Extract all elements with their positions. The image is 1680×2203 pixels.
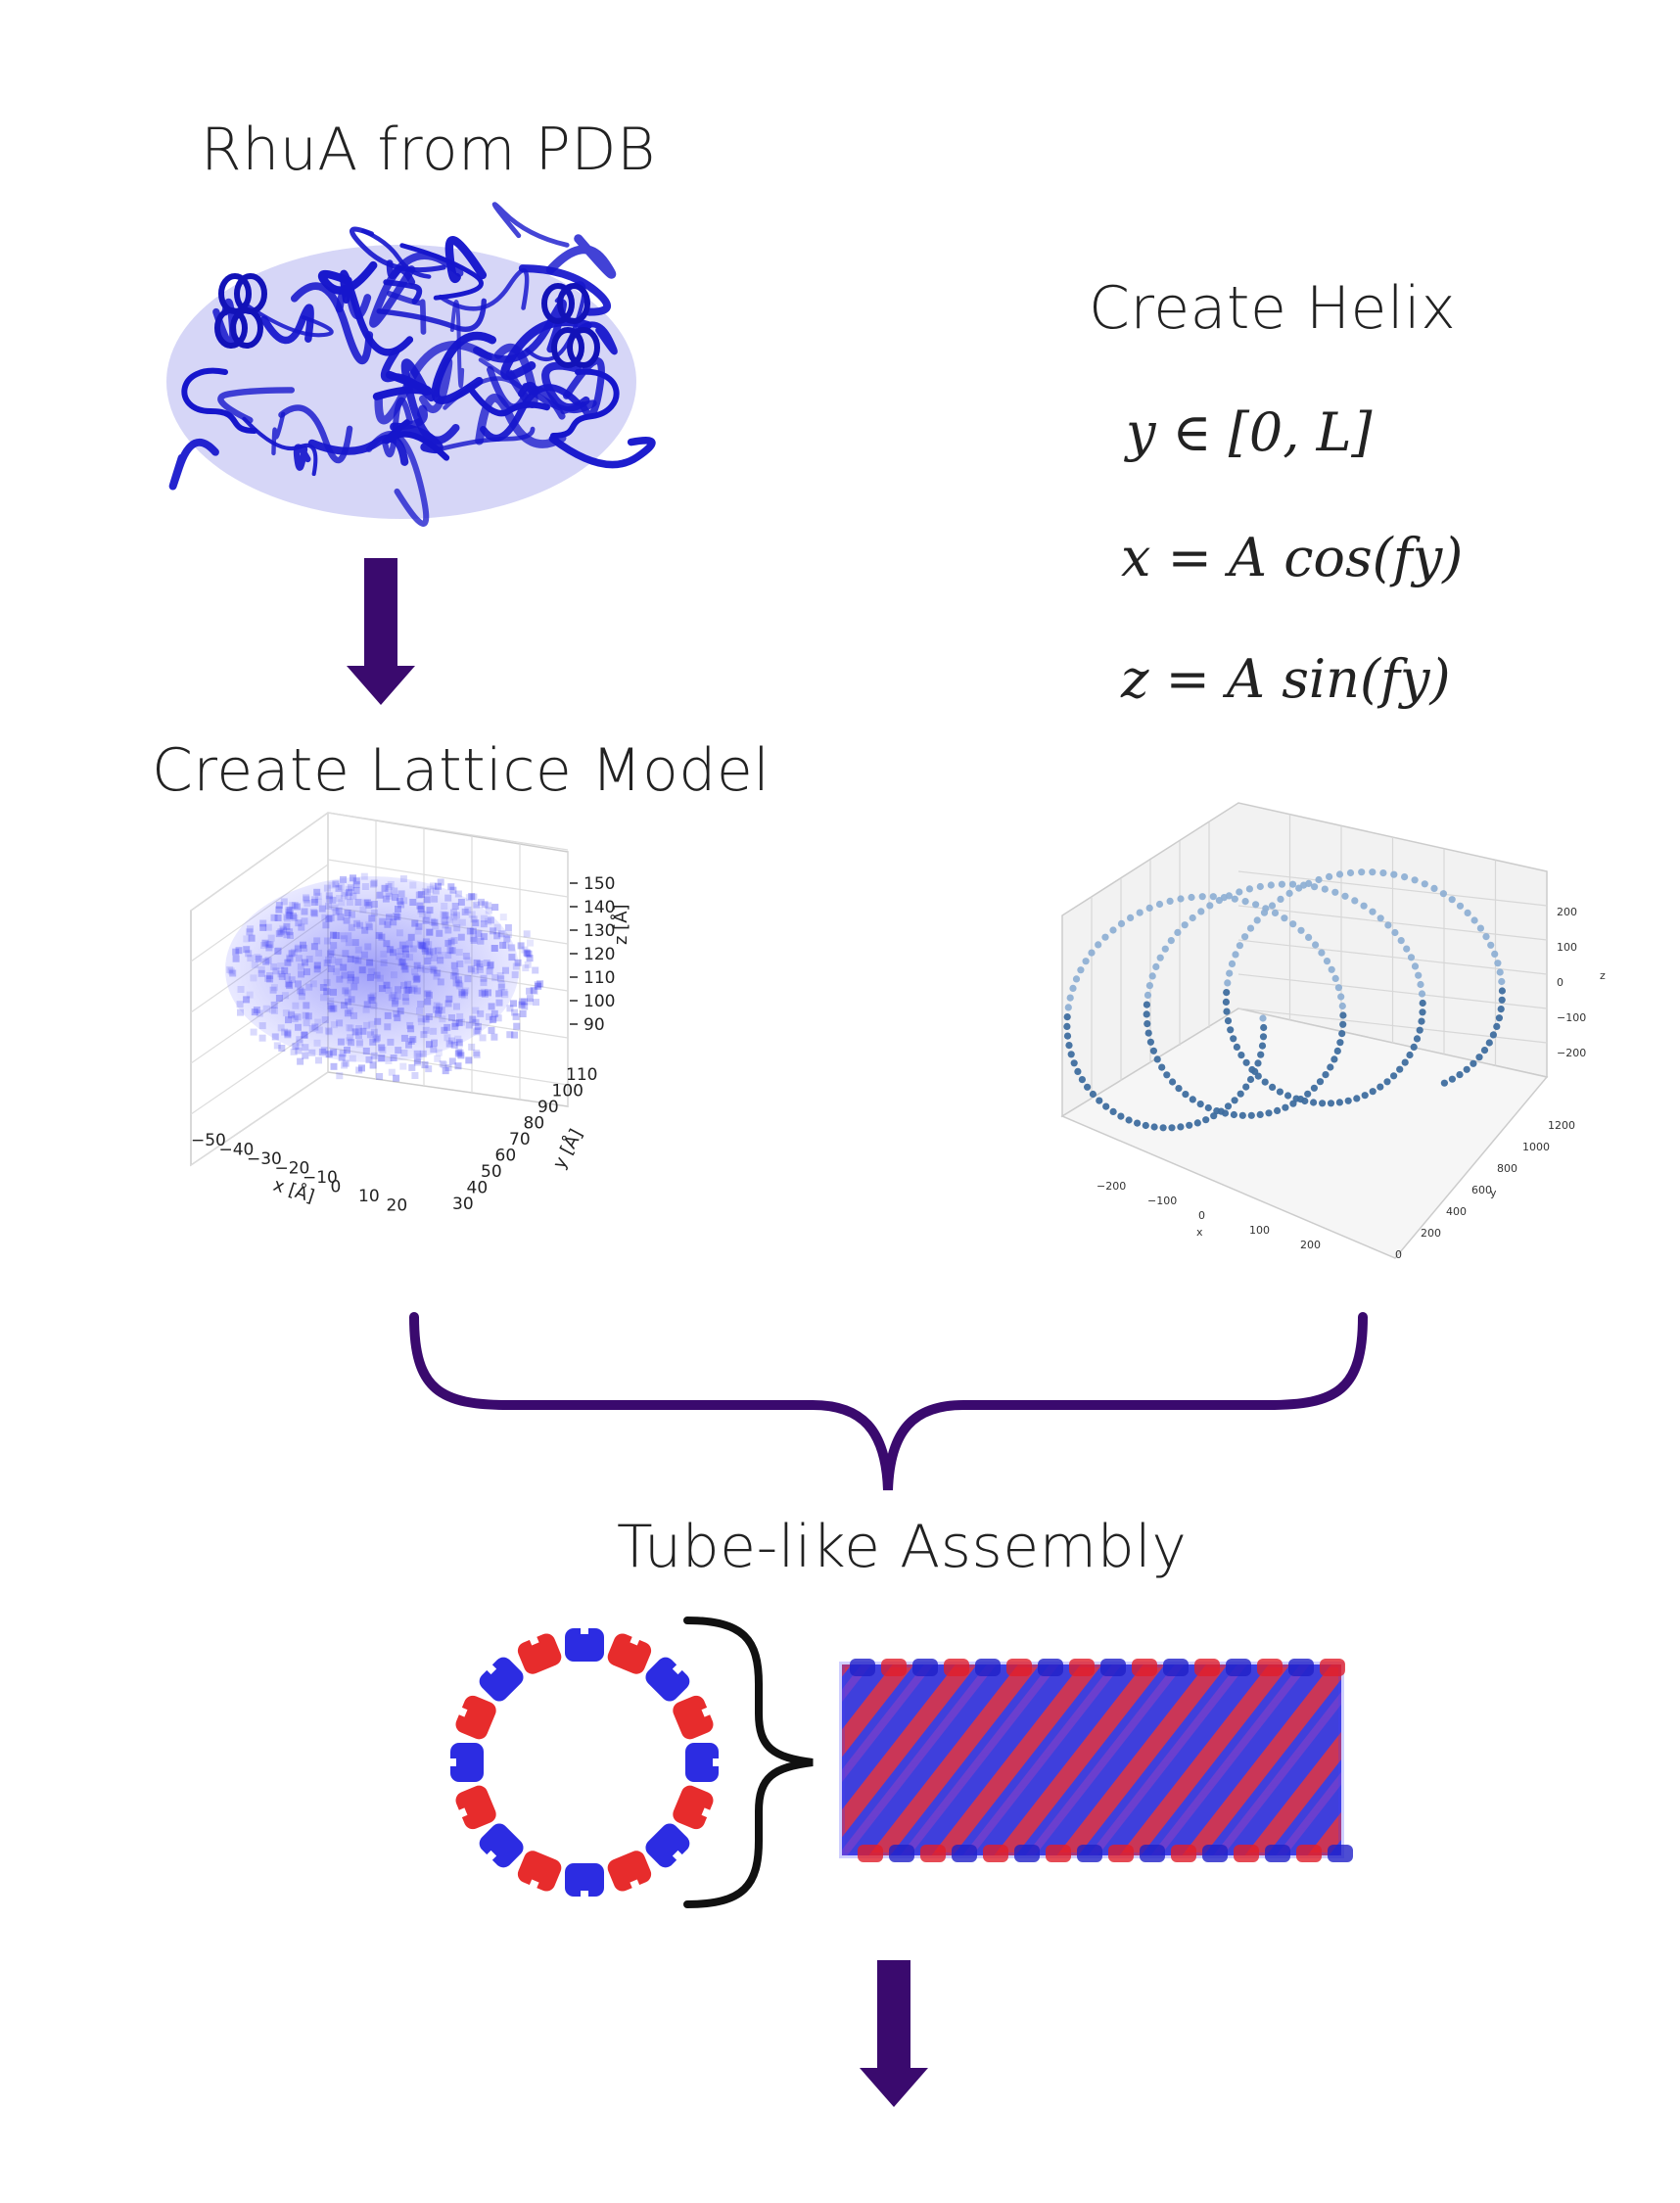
helix-z-tick: 200 bbox=[1557, 906, 1577, 918]
lattice-z-tick: 130 bbox=[583, 921, 615, 941]
lattice-y-tick: 100 bbox=[552, 1082, 583, 1102]
helix-x-tick: 100 bbox=[1249, 1224, 1270, 1237]
helix-x-equation: x = A cos(fy) bbox=[1121, 527, 1464, 588]
lattice-title: Create Lattice Model bbox=[152, 736, 770, 805]
lattice-x-tick: −30 bbox=[247, 1149, 282, 1169]
helix-x-tick: 0 bbox=[1198, 1209, 1205, 1222]
helix-z-tick: −100 bbox=[1557, 1011, 1586, 1024]
lattice-y-tick: 60 bbox=[495, 1147, 517, 1166]
helix-domain-equation: y ∈ [0, L] bbox=[1126, 401, 1373, 463]
helix-x-tick: 200 bbox=[1300, 1239, 1321, 1251]
lattice-x-tick: −10 bbox=[303, 1168, 338, 1188]
tube-title: Tube-like Assembly bbox=[617, 1513, 1188, 1581]
lattice-z-tick: 90 bbox=[583, 1015, 605, 1035]
helix-y-tick: 800 bbox=[1497, 1162, 1517, 1175]
helix-z-equation: z = A sin(fy) bbox=[1121, 648, 1451, 710]
helix-x-axis-label: x bbox=[1196, 1226, 1203, 1239]
tube-side-view bbox=[839, 1659, 1353, 1862]
lattice-y-tick: 80 bbox=[524, 1114, 545, 1134]
lattice-y-tick: 40 bbox=[467, 1179, 489, 1198]
tube-cross-section-ring bbox=[448, 1626, 721, 1898]
lattice-x-tick: −20 bbox=[275, 1159, 310, 1179]
lattice-z-tick: 140 bbox=[583, 898, 615, 917]
lattice-x-tick: 0 bbox=[331, 1178, 342, 1197]
lattice-x-tick: 10 bbox=[358, 1187, 380, 1206]
helix-z-tick: 0 bbox=[1557, 976, 1563, 989]
helix-z-tick: 100 bbox=[1557, 941, 1577, 954]
arrow-down-bottom bbox=[860, 1960, 928, 2107]
helix-y-tick: 600 bbox=[1471, 1184, 1492, 1196]
helix-y-tick: 1200 bbox=[1548, 1119, 1575, 1132]
arrow-protein-to-lattice bbox=[347, 558, 415, 705]
lattice-y-tick: 110 bbox=[566, 1065, 597, 1085]
helix-z-tick: −200 bbox=[1557, 1047, 1586, 1059]
helix-y-axis-label: y bbox=[1490, 1187, 1497, 1199]
lattice-y-tick: 30 bbox=[452, 1195, 474, 1214]
helix-y-tick: 1000 bbox=[1522, 1141, 1550, 1153]
lattice-y-tick: 70 bbox=[509, 1130, 531, 1149]
lattice-z-tick: 120 bbox=[583, 945, 615, 964]
lattice-x-tick: −50 bbox=[191, 1131, 226, 1150]
rhua-protein-structure bbox=[166, 202, 656, 527]
merge-brace bbox=[409, 1312, 1368, 1491]
lattice-z-axis-label: z [Å] bbox=[610, 904, 631, 945]
lattice-y-axis-label: y [Å] bbox=[548, 1125, 586, 1172]
lattice-z-tick: 150 bbox=[583, 874, 615, 894]
lattice-x-tick: 20 bbox=[387, 1196, 408, 1216]
lattice-y-tick: 50 bbox=[481, 1162, 502, 1182]
rhua-title: RhuA from PDB bbox=[201, 116, 656, 184]
helix-z-axis-label: z bbox=[1600, 969, 1606, 982]
cross-section-brace bbox=[683, 1617, 814, 1908]
helix-x-tick: −100 bbox=[1147, 1195, 1177, 1207]
helix-title: Create Helix bbox=[1089, 274, 1457, 343]
lattice-y-tick: 90 bbox=[537, 1098, 559, 1117]
lattice-z-tick: 110 bbox=[583, 968, 615, 988]
lattice-z-tick: 100 bbox=[583, 992, 615, 1011]
helix-y-tick: 0 bbox=[1395, 1248, 1402, 1261]
helix-x-tick: −200 bbox=[1097, 1180, 1126, 1193]
helix-y-tick: 200 bbox=[1421, 1227, 1441, 1240]
lattice-x-tick: −40 bbox=[219, 1141, 255, 1160]
helix-y-tick: 400 bbox=[1446, 1205, 1467, 1218]
